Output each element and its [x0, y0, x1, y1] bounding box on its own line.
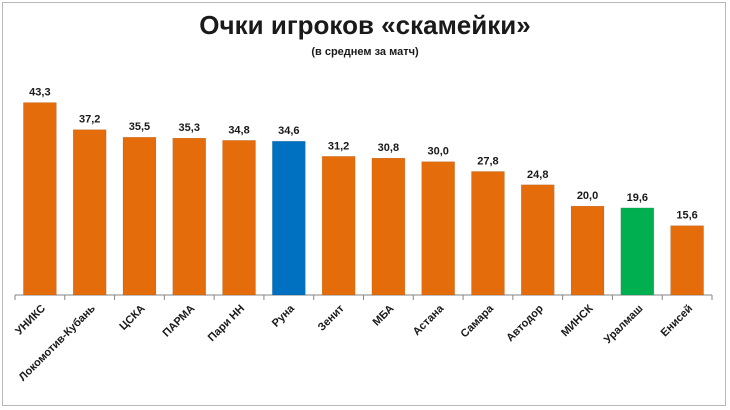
data-label: 35,3 — [179, 122, 200, 134]
category-label: УНИКС — [13, 303, 48, 338]
chart-title: Очки игроков «скамейки» — [199, 10, 531, 40]
chart-frame — [2, 2, 726, 406]
bar-13 — [620, 207, 655, 296]
category-label: Самара — [458, 302, 496, 340]
bar-9 — [421, 161, 455, 296]
bar-2 — [72, 129, 107, 296]
bar-1 — [23, 102, 57, 296]
bar-7 — [321, 156, 356, 296]
bar-11 — [521, 184, 555, 296]
bar-12 — [570, 205, 605, 296]
data-label: 24,8 — [527, 169, 548, 181]
data-label: 20,0 — [577, 190, 598, 202]
data-label: 37,2 — [79, 114, 100, 126]
category-label: МБА — [371, 303, 397, 329]
data-label: 34,6 — [278, 125, 299, 137]
data-label: 19,6 — [627, 192, 648, 204]
category-label: Автодор — [504, 302, 546, 344]
bar-3 — [122, 136, 157, 296]
bar-10 — [471, 171, 505, 296]
category-label: Енисей — [659, 303, 696, 340]
category-label: ПАРМА — [160, 303, 197, 340]
bar-8 — [371, 157, 406, 296]
bar-6 — [272, 140, 306, 296]
bar-4 — [172, 137, 206, 296]
chart-subtitle: (в среднем за матч) — [311, 46, 419, 58]
data-label: 31,2 — [328, 140, 349, 152]
category-label: МИНСК — [559, 302, 596, 339]
data-label: 34,8 — [228, 124, 249, 136]
bar-14 — [670, 225, 704, 296]
category-label: Астана — [411, 302, 447, 338]
data-label: 43,3 — [29, 87, 50, 99]
data-label: 30,0 — [427, 146, 448, 158]
category-label: ЦСКА — [117, 303, 147, 333]
data-label: 27,8 — [477, 155, 498, 167]
data-label: 15,6 — [676, 210, 697, 222]
category-label: Пари НН — [206, 303, 247, 344]
category-label: Зенит — [316, 302, 347, 333]
category-label: Уралмаш — [602, 303, 646, 347]
category-label: Руна — [270, 302, 298, 330]
data-label: 30,8 — [378, 142, 399, 154]
data-label: 35,5 — [129, 121, 150, 133]
bar-5 — [222, 140, 256, 296]
